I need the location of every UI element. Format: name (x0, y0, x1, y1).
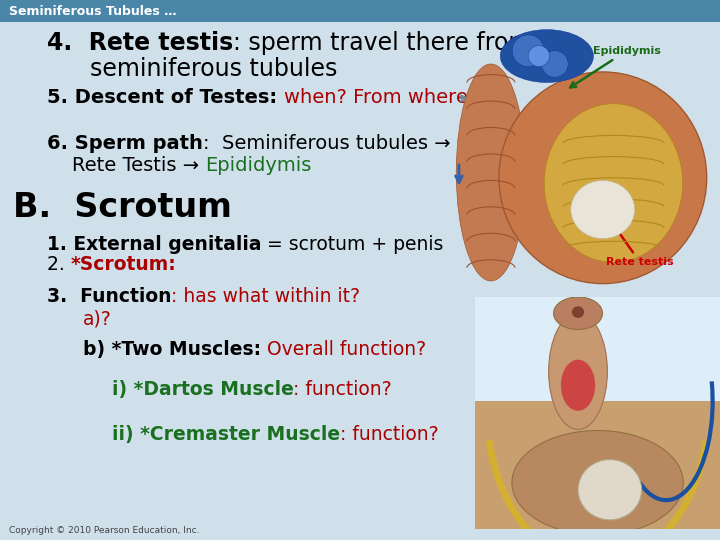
Bar (475, 401, 720, 529)
Text: 1. External genitalia: 1. External genitalia (47, 234, 261, 254)
Text: a)?: a)? (83, 309, 112, 328)
Circle shape (578, 460, 642, 520)
Text: ii) *Cremaster Muscle: ii) *Cremaster Muscle (112, 425, 340, 444)
Text: : has what within it?: : has what within it? (171, 287, 360, 307)
Ellipse shape (456, 64, 526, 281)
Text: *Scrotum:: *Scrotum: (71, 255, 176, 274)
Circle shape (572, 306, 584, 318)
Text: B.  Scrotum: B. Scrotum (13, 191, 232, 225)
Text: i) *Dartos Muscle: i) *Dartos Muscle (112, 380, 294, 400)
Ellipse shape (528, 45, 549, 66)
Ellipse shape (571, 180, 635, 239)
Text: = scrotum + penis: = scrotum + penis (261, 234, 444, 254)
Ellipse shape (561, 360, 595, 411)
Text: 4.  Rete testis: 4. Rete testis (47, 31, 233, 55)
Ellipse shape (554, 297, 603, 329)
Ellipse shape (500, 30, 593, 83)
Ellipse shape (549, 313, 608, 429)
Text: Epididymis: Epididymis (570, 46, 661, 87)
Ellipse shape (541, 51, 568, 77)
Ellipse shape (512, 430, 683, 535)
Text: Rete testis: Rete testis (606, 214, 674, 267)
Text: Overall function?: Overall function? (267, 340, 426, 360)
Text: Seminiferous Tubules …: Seminiferous Tubules … (9, 4, 176, 18)
Text: b) *Two Muscles:: b) *Two Muscles: (83, 340, 267, 360)
Text: 3.  Function: 3. Function (47, 287, 171, 307)
Ellipse shape (512, 35, 544, 66)
Ellipse shape (544, 104, 683, 262)
Text: :  Seminiferous tubules →: : Seminiferous tubules → (202, 133, 450, 153)
Bar (0, 0, 720, 22)
Text: Epididymis: Epididymis (205, 156, 312, 176)
Text: : sperm travel there from: : sperm travel there from (233, 31, 531, 55)
Text: : function?: : function? (340, 425, 438, 444)
Text: : function?: : function? (294, 380, 392, 400)
Ellipse shape (499, 72, 706, 284)
Ellipse shape (438, 258, 720, 467)
Text: seminiferous tubules: seminiferous tubules (90, 57, 338, 81)
Text: 5. Descent of Testes:: 5. Descent of Testes: (47, 87, 284, 107)
Text: 2.: 2. (47, 255, 71, 274)
Text: when? From where?: when? From where? (284, 87, 478, 107)
Text: 6. Sperm path: 6. Sperm path (47, 133, 202, 153)
Text: Rete Testis →: Rete Testis → (47, 156, 205, 176)
Text: Copyright © 2010 Pearson Education, Inc.: Copyright © 2010 Pearson Education, Inc. (9, 526, 199, 535)
